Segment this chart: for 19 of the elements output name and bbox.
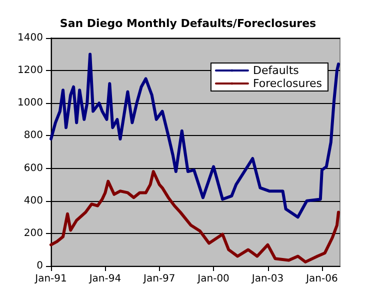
x-tick-label: Jan-94 xyxy=(88,274,122,284)
y-tick-label: 600 xyxy=(24,162,43,174)
x-tick-label: Jan-91 xyxy=(34,274,67,284)
chart-title: San Diego Monthly Defaults/Foreclosures xyxy=(60,17,317,30)
y-tick-label: 0 xyxy=(36,260,43,272)
line-series xyxy=(50,52,340,219)
y-tick-label: 1400 xyxy=(18,32,43,44)
x-tick-label: Jan-97 xyxy=(142,274,176,284)
y-tick-label: 400 xyxy=(24,195,43,206)
y-tick-label: 200 xyxy=(24,228,43,239)
legend-label: Foreclosures xyxy=(252,77,322,90)
x-tick-label: Jan-00 xyxy=(196,274,230,284)
y-tick-label: 1000 xyxy=(18,98,43,109)
x-tick-label: Jan-06 xyxy=(305,274,338,284)
y-tick-label: 1200 xyxy=(18,65,43,76)
legend-label: Defaults xyxy=(252,64,300,77)
line-series xyxy=(50,170,340,264)
x-tick-label: Jan-03 xyxy=(250,274,284,284)
y-tick-label: 800 xyxy=(24,130,43,142)
